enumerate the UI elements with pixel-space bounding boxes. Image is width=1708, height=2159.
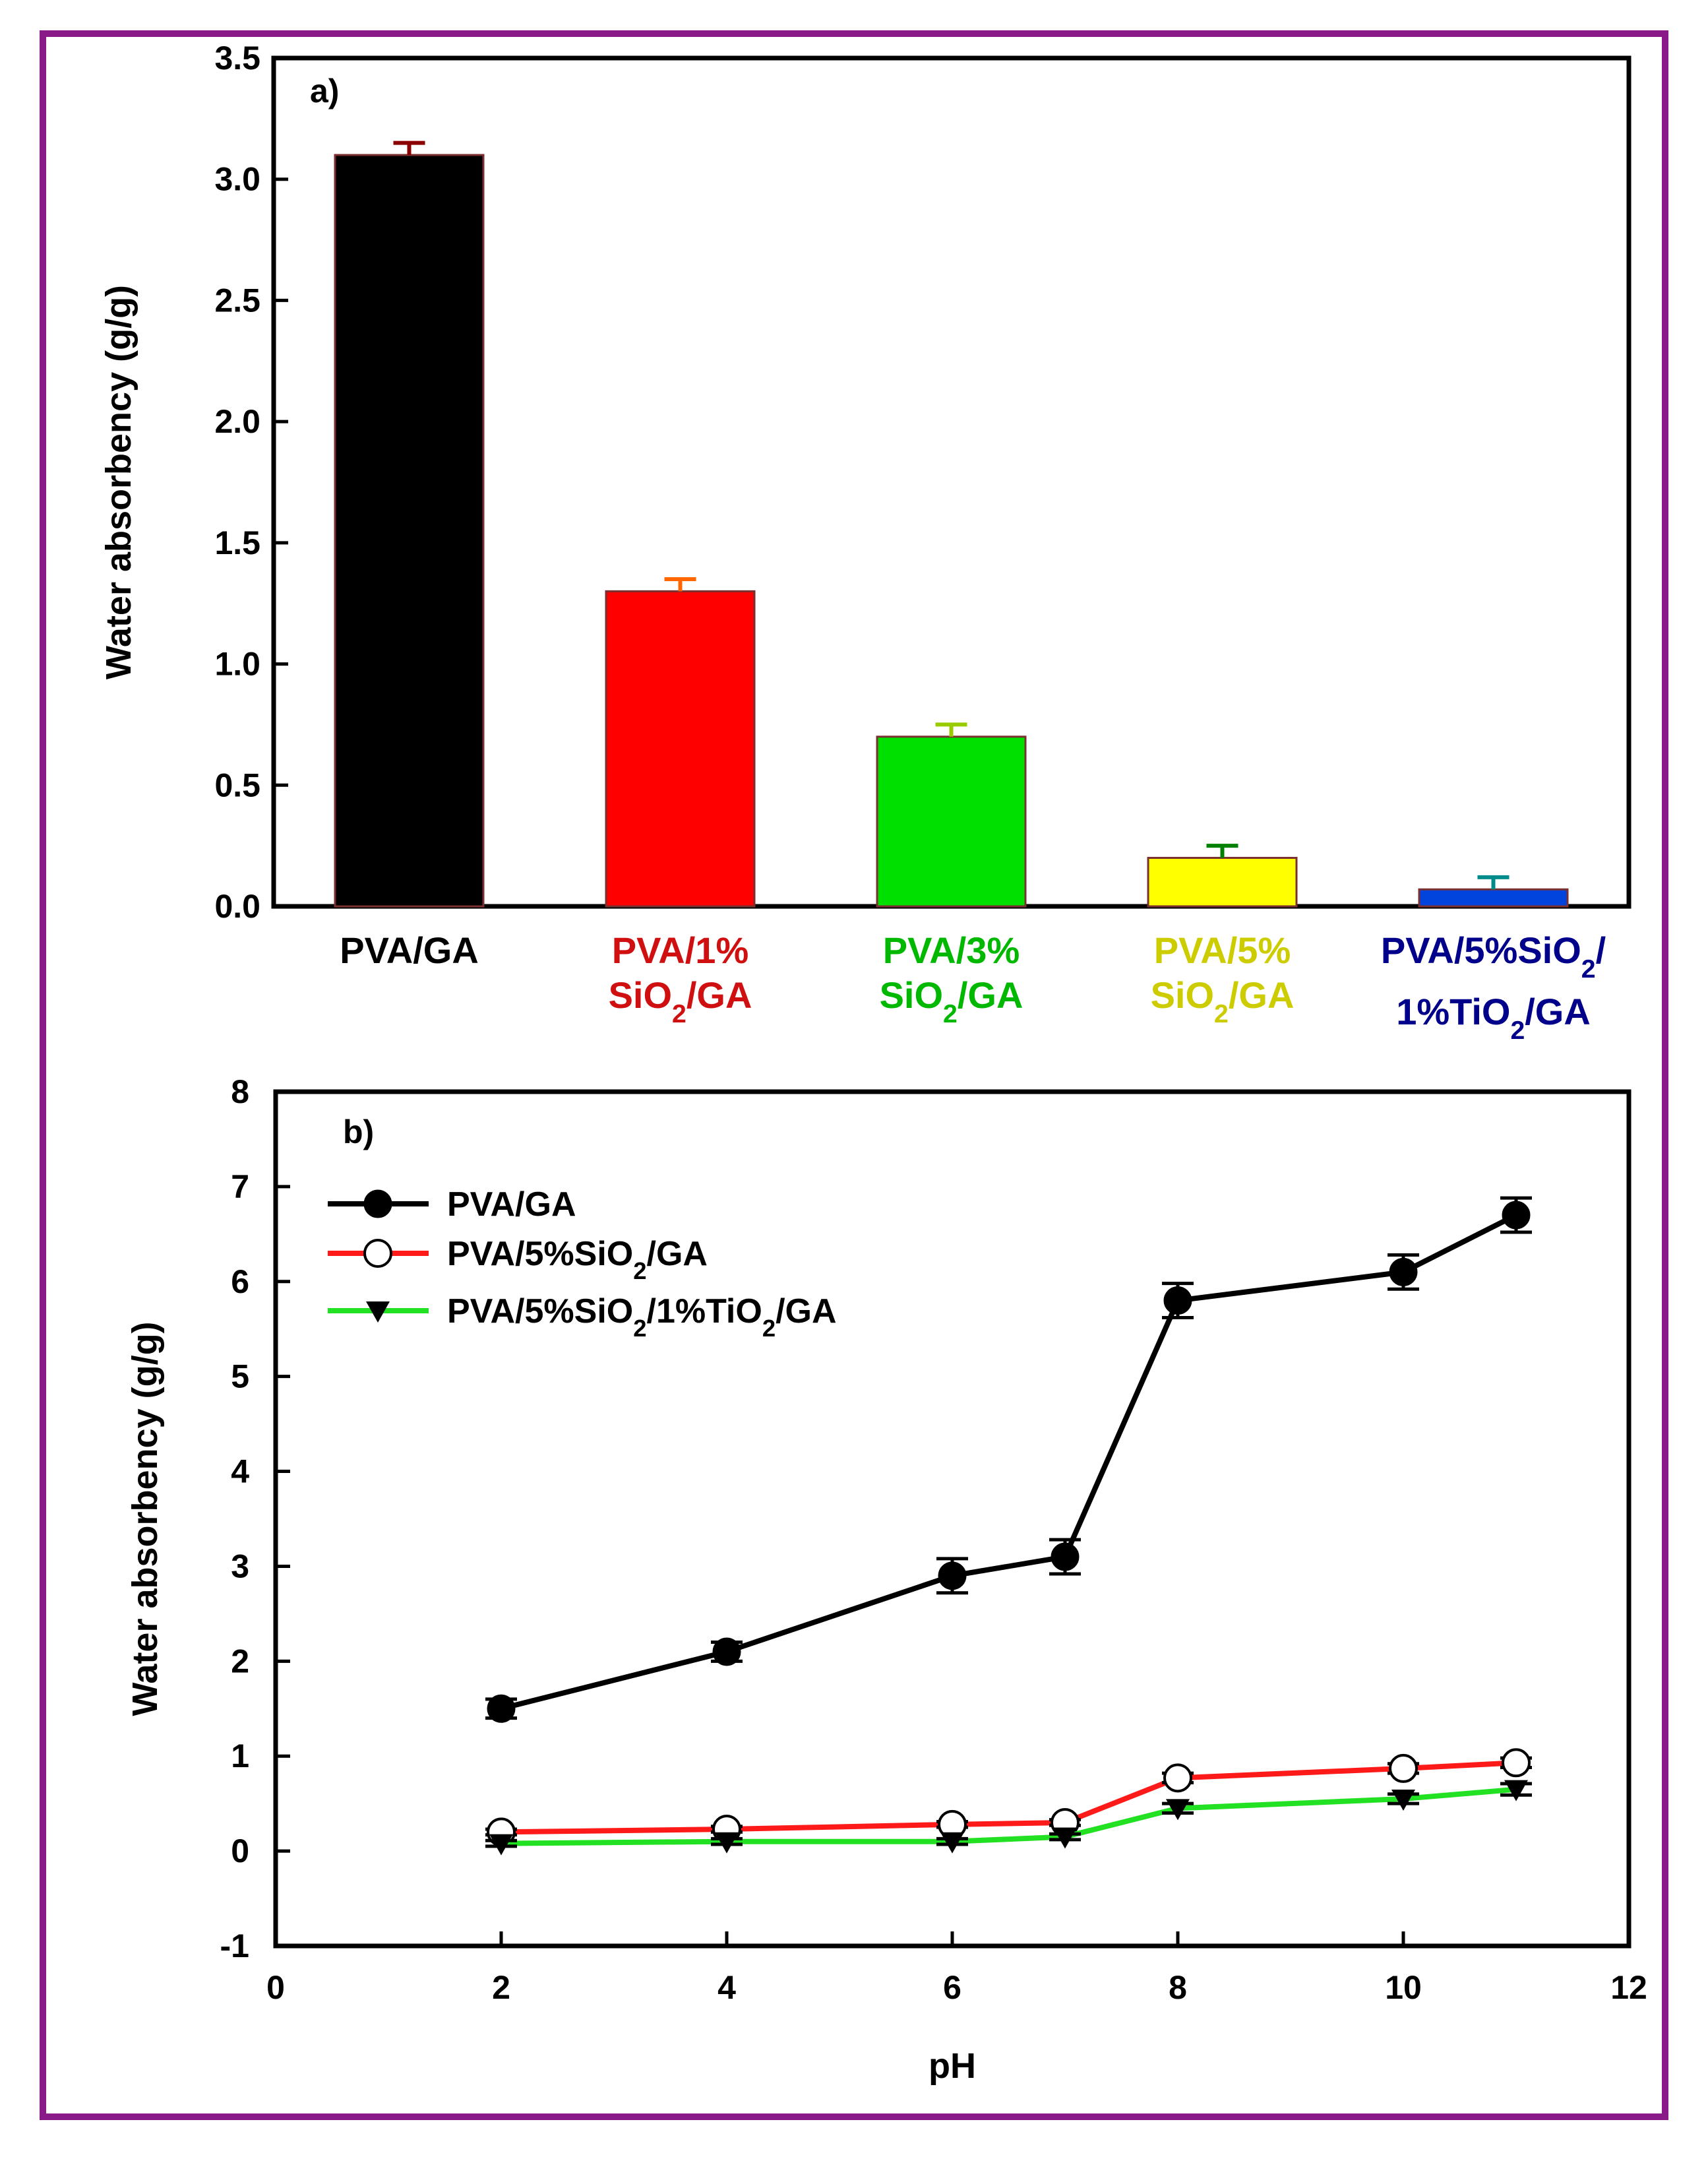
bar [1418, 888, 1569, 908]
bar-category-label: SiO2/GA [609, 974, 752, 1028]
legend-label: PVA/5%SiO2/1%TiO2/GA [447, 1292, 837, 1342]
line-x-tick-label: 2 [492, 1969, 510, 2006]
bar-y-tick-label: 1.5 [214, 524, 260, 561]
bar-y-axis-title: Water absorbency (g/g) [99, 285, 138, 679]
series-point [715, 1832, 739, 1854]
bar-y-tick-label: 2.0 [214, 403, 260, 440]
line-y-tick-label: 0 [231, 1832, 249, 1869]
bar [605, 590, 756, 908]
series-point [1504, 1780, 1528, 1801]
line-y-tick-label: 7 [231, 1168, 249, 1205]
bar-category-label: PVA/5% [1154, 929, 1291, 971]
line-y-tick-label: -1 [220, 1927, 249, 1964]
series-point [1502, 1748, 1531, 1778]
bar-category-label: PVA/GA [340, 929, 479, 971]
line-x-tick-label: 0 [266, 1969, 285, 2006]
line-y-tick-label: 5 [231, 1358, 249, 1395]
series-line [501, 1760, 1517, 1835]
series-point [1163, 1763, 1192, 1793]
bar-category-label: PVA/5%SiO2/ [1381, 929, 1606, 984]
bar-category-label: 1%TiO2/GA [1396, 991, 1591, 1045]
legend-label: PVA/5%SiO2/GA [447, 1235, 708, 1284]
series-point [712, 1637, 741, 1666]
bar-y-tick-label: 1.0 [214, 646, 260, 683]
line-x-tick-label: 4 [717, 1969, 736, 2006]
bar-y-tick-label: 3.5 [214, 40, 260, 77]
line-x-tick-label: 12 [1610, 1969, 1647, 2006]
series-line [501, 1786, 1517, 1846]
line-x-tick-label: 8 [1169, 1969, 1187, 2006]
series-point [1391, 1789, 1415, 1811]
bar-y-tick-label: 0.0 [214, 888, 260, 925]
series-point [1166, 1799, 1190, 1821]
bar-y-tick-label: 0.5 [214, 767, 260, 803]
bar-category-label: PVA/3% [883, 929, 1020, 971]
series-point [938, 1561, 967, 1590]
legend-marker [366, 1301, 390, 1323]
line-y-tick-label: 2 [231, 1643, 249, 1679]
series-line [501, 1212, 1517, 1712]
line-x-tick-label: 6 [943, 1969, 961, 2006]
bar-y-tick-label: 3.0 [214, 161, 260, 198]
series-point [489, 1834, 513, 1856]
line-x-tick-label: 10 [1385, 1969, 1422, 2006]
line-y-tick-label: 3 [231, 1548, 249, 1584]
series-point [487, 1694, 516, 1723]
series-point [1389, 1753, 1418, 1783]
series-point [1502, 1201, 1531, 1230]
line-y-tick-label: 6 [231, 1263, 249, 1300]
bar-category-label: SiO2/GA [880, 974, 1023, 1028]
bar [1147, 857, 1298, 908]
line-x-axis-title: pH [929, 2046, 976, 2086]
figure-border [40, 30, 1668, 2120]
bar-y-tick-label: 2.5 [214, 282, 260, 319]
bar [334, 154, 485, 908]
legend-marker [363, 1189, 392, 1218]
line-panel-label: b) [343, 1113, 374, 1150]
bar [876, 735, 1027, 908]
series-point [1389, 1257, 1418, 1286]
series-point [1053, 1827, 1077, 1849]
bar-category-label: SiO2/GA [1151, 974, 1295, 1028]
line-y-tick-label: 1 [231, 1737, 249, 1774]
bar-category-label: PVA/1% [612, 929, 748, 971]
series-point [1163, 1286, 1192, 1315]
line-y-tick-label: 8 [231, 1073, 249, 1110]
line-y-axis-title: Water absorbency (g/g) [125, 1321, 165, 1716]
legend-marker [363, 1239, 392, 1268]
legend-label: PVA/GA [447, 1185, 576, 1224]
series-point [940, 1832, 964, 1854]
line-y-tick-label: 4 [231, 1453, 249, 1490]
bar-panel-label: a) [310, 73, 339, 110]
series-point [1051, 1542, 1080, 1571]
